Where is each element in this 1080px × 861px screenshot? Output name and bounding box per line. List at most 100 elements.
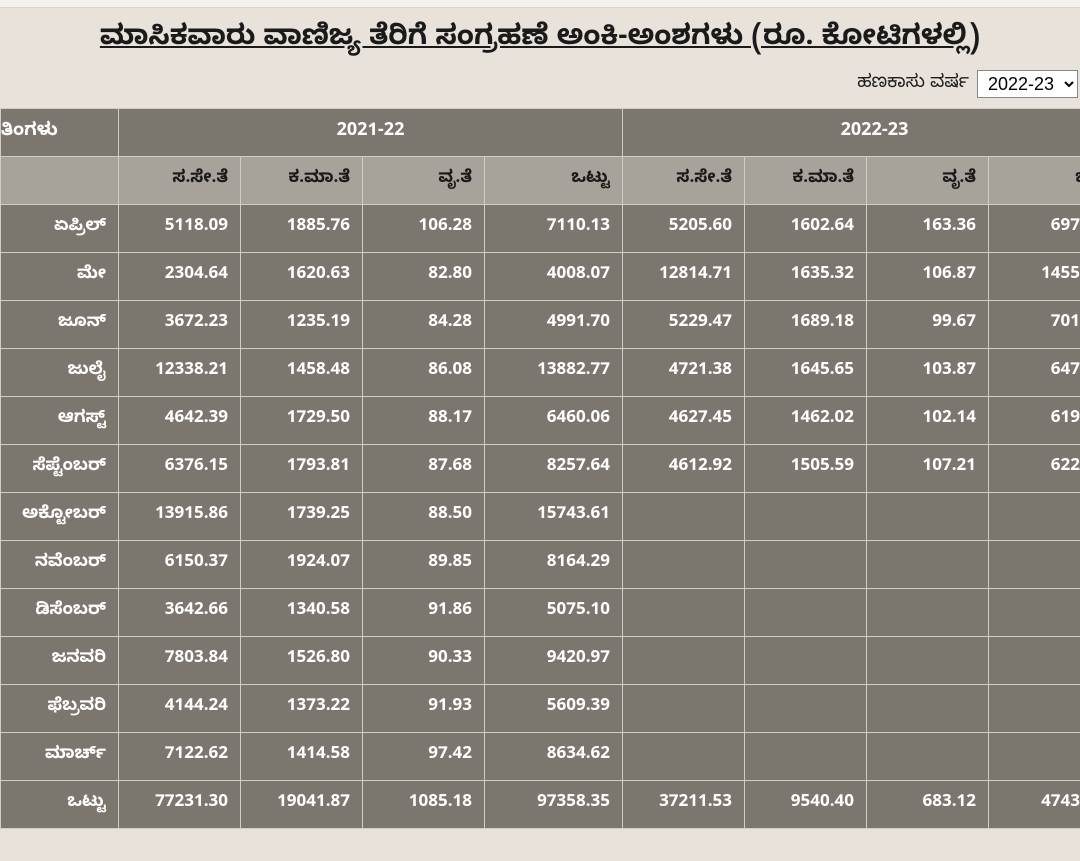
cell-value bbox=[745, 637, 867, 685]
table-row: ಆಗಸ್ಟ್4642.391729.5088.176460.064627.451… bbox=[1, 397, 1080, 445]
cell-value: 7122.62 bbox=[119, 733, 241, 781]
cell-value: 5609.39 bbox=[485, 685, 623, 733]
table-row: ಫೆಬ್ರವರಿ4144.241373.2291.935609.39 bbox=[1, 685, 1080, 733]
cell-value: 97.42 bbox=[363, 733, 485, 781]
cell-value bbox=[623, 493, 745, 541]
col-y1-vrt: ವೃ.ತೆ bbox=[363, 157, 485, 205]
cell-value: 106.87 bbox=[867, 253, 989, 301]
cell-value: 91.86 bbox=[363, 589, 485, 637]
cell-value bbox=[867, 637, 989, 685]
cell-value: 1235.19 bbox=[241, 301, 363, 349]
table-row: ಮೇ2304.641620.6382.804008.0712814.711635… bbox=[1, 253, 1080, 301]
cell-value: 683.12 bbox=[867, 781, 989, 829]
cell-value: 3642.66 bbox=[119, 589, 241, 637]
col-y1-sst: ಸ.ಸೇ.ತೆ bbox=[119, 157, 241, 205]
cell-value bbox=[989, 493, 1080, 541]
cell-value: 12814.71 bbox=[623, 253, 745, 301]
cell-value: 5205.60 bbox=[623, 205, 745, 253]
cell-value: 1620.63 bbox=[241, 253, 363, 301]
cell-value: 4721.38 bbox=[623, 349, 745, 397]
title-wrap: ಮಾಸಿಕವಾರು ವಾಣಿಜ್ಯ ತೆರಿಗೆ ಸಂಗ್ರಹಣೆ ಅಂಕಿ-ಅ… bbox=[0, 8, 1080, 66]
col-year-2021-22: 2021-22 bbox=[119, 109, 623, 157]
cell-month: ಜೂನ್ bbox=[1, 301, 119, 349]
cell-value: 88.50 bbox=[363, 493, 485, 541]
cell-value: 77231.30 bbox=[119, 781, 241, 829]
cell-month: ಫೆಬ್ರವರಿ bbox=[1, 685, 119, 733]
cell-value: 102.14 bbox=[867, 397, 989, 445]
cell-value: 6191.61 bbox=[989, 397, 1080, 445]
header-row-sub: ಸ.ಸೇ.ತೆ ಕ.ಮಾ.ತೆ ವೃ.ತೆ ಒಟ್ಟು ಸ.ಸೇ.ತೆ ಕ.ಮಾ… bbox=[1, 157, 1080, 205]
cell-value: 6971.60 bbox=[989, 205, 1080, 253]
cell-value: 1340.58 bbox=[241, 589, 363, 637]
cell-value: 14556.90 bbox=[989, 253, 1080, 301]
cell-value: 1739.25 bbox=[241, 493, 363, 541]
cell-value: 5118.09 bbox=[119, 205, 241, 253]
cell-value bbox=[867, 541, 989, 589]
cell-value: 6460.06 bbox=[485, 397, 623, 445]
table-row: ನವೆಂಬರ್6150.371924.0789.858164.29 bbox=[1, 541, 1080, 589]
cell-value bbox=[623, 685, 745, 733]
cell-value: 1924.07 bbox=[241, 541, 363, 589]
cell-value: 106.28 bbox=[363, 205, 485, 253]
table-row: ಜೂನ್3672.231235.1984.284991.705229.47168… bbox=[1, 301, 1080, 349]
cell-month: ಅಕ್ಟೋಬರ್ bbox=[1, 493, 119, 541]
cell-value: 1645.65 bbox=[745, 349, 867, 397]
cell-value: 1373.22 bbox=[241, 685, 363, 733]
table-row: ಸೆಪ್ಟೆಂಬರ್6376.151793.8187.688257.644612… bbox=[1, 445, 1080, 493]
col-y2-total: ಒಟ್ಟು bbox=[989, 157, 1080, 205]
col-blank bbox=[1, 157, 119, 205]
cell-value: 6470.90 bbox=[989, 349, 1080, 397]
cell-value bbox=[989, 733, 1080, 781]
cell-value: 1414.58 bbox=[241, 733, 363, 781]
tax-collection-table: ತಿಂಗಳು 2021-22 2022-23 ಸ.ಸೇ.ತೆ ಕ.ಮಾ.ತೆ ವ… bbox=[0, 108, 1080, 829]
cell-value: 1885.76 bbox=[241, 205, 363, 253]
cell-value: 1793.81 bbox=[241, 445, 363, 493]
col-y2-kmt: ಕ.ಮಾ.ತೆ bbox=[745, 157, 867, 205]
fiscal-year-select[interactable]: 2022-23 bbox=[977, 70, 1078, 98]
cell-value: 1635.32 bbox=[745, 253, 867, 301]
top-bar bbox=[0, 0, 1080, 8]
cell-value bbox=[745, 493, 867, 541]
cell-value: 6376.15 bbox=[119, 445, 241, 493]
cell-value: 1602.64 bbox=[745, 205, 867, 253]
table-row: ಡಿಸೆಂಬರ್3642.661340.5891.865075.10 bbox=[1, 589, 1080, 637]
col-y1-total: ಒಟ್ಟು bbox=[485, 157, 623, 205]
table-row: ಜುಲೈ12338.211458.4886.0813882.774721.381… bbox=[1, 349, 1080, 397]
cell-value: 90.33 bbox=[363, 637, 485, 685]
cell-value: 89.85 bbox=[363, 541, 485, 589]
col-y2-sst: ಸ.ಸೇ.ತೆ bbox=[623, 157, 745, 205]
fiscal-year-row: ಹಣಕಾಸು ವರ್ಷ 2022-23 bbox=[0, 66, 1080, 108]
cell-value bbox=[989, 637, 1080, 685]
col-year-2022-23: 2022-23 bbox=[623, 109, 1080, 157]
cell-value bbox=[867, 733, 989, 781]
cell-value: 1526.80 bbox=[241, 637, 363, 685]
cell-value bbox=[989, 541, 1080, 589]
table-row: ಒಟ್ಟು77231.3019041.871085.1897358.353721… bbox=[1, 781, 1080, 829]
cell-month: ಮಾರ್ಚ್ bbox=[1, 733, 119, 781]
cell-value: 15743.61 bbox=[485, 493, 623, 541]
cell-value: 1462.02 bbox=[745, 397, 867, 445]
cell-value bbox=[989, 685, 1080, 733]
cell-value: 91.93 bbox=[363, 685, 485, 733]
cell-value bbox=[745, 589, 867, 637]
cell-value: 5075.10 bbox=[485, 589, 623, 637]
cell-value: 87.68 bbox=[363, 445, 485, 493]
cell-month: ಆಗಸ್ಟ್ bbox=[1, 397, 119, 445]
cell-value: 19041.87 bbox=[241, 781, 363, 829]
cell-value: 1689.18 bbox=[745, 301, 867, 349]
cell-value bbox=[745, 541, 867, 589]
cell-value: 4642.39 bbox=[119, 397, 241, 445]
cell-value: 8257.64 bbox=[485, 445, 623, 493]
cell-month: ನವೆಂಬರ್ bbox=[1, 541, 119, 589]
cell-value: 1085.18 bbox=[363, 781, 485, 829]
table-row: ಅಕ್ಟೋಬರ್13915.861739.2588.5015743.61 bbox=[1, 493, 1080, 541]
cell-value: 13882.77 bbox=[485, 349, 623, 397]
table-row: ಮಾರ್ಚ್7122.621414.5897.428634.62 bbox=[1, 733, 1080, 781]
col-months: ತಿಂಗಳು bbox=[1, 109, 119, 157]
cell-value: 82.80 bbox=[363, 253, 485, 301]
cell-value bbox=[623, 589, 745, 637]
cell-value: 99.67 bbox=[867, 301, 989, 349]
table-body: ಏಪ್ರಿಲ್5118.091885.76106.287110.135205.6… bbox=[1, 205, 1080, 829]
cell-value: 37211.53 bbox=[623, 781, 745, 829]
cell-value bbox=[867, 493, 989, 541]
